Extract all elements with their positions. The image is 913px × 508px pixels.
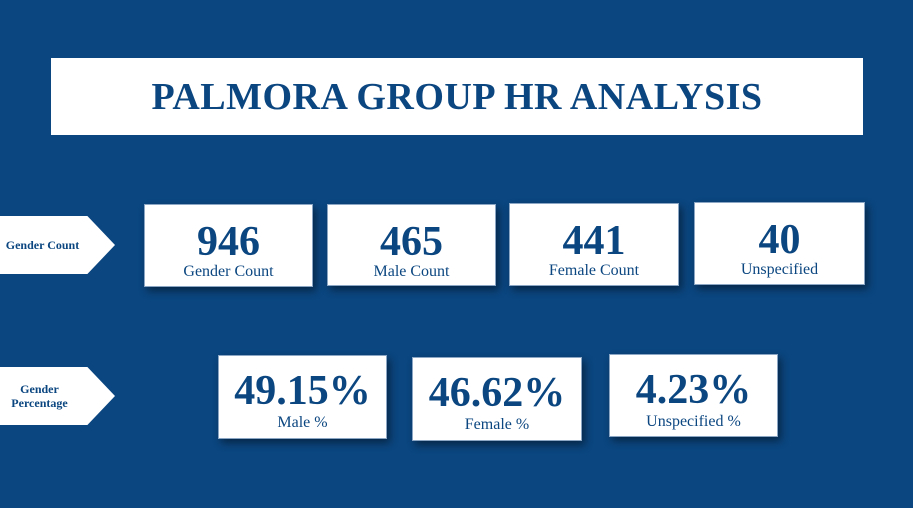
unspecified-count-label: Unspecified	[740, 261, 819, 278]
male-percent-value: 49.15%	[234, 368, 371, 414]
gender-percentage-tag-label-line2: Percentage	[11, 396, 68, 410]
female-percent-card[interactable]: 46.62% Female %	[412, 357, 582, 441]
unspecified-percent-card[interactable]: 4.23% Unspecified %	[609, 354, 778, 437]
gender-count-tag-label: Gender Count	[5, 238, 80, 252]
female-count-label: Female Count	[548, 262, 640, 279]
male-count-value: 465	[380, 219, 443, 265]
male-count-label: Male Count	[373, 263, 450, 280]
female-count-value: 441	[562, 218, 626, 264]
male-count-card[interactable]: 465 Male Count	[327, 204, 496, 286]
unspecified-percent-label: Unspecified %	[646, 413, 741, 430]
unspecified-count-value: 40	[758, 217, 801, 263]
gender-count-tag: Gender Count	[0, 216, 115, 274]
page-title: PALMORA GROUP HR ANALYSIS	[151, 75, 763, 118]
gender-count-label: Gender Count	[183, 263, 274, 280]
male-percent-label: Male %	[277, 414, 328, 431]
gender-count-card[interactable]: 946 Gender Count	[144, 204, 313, 287]
female-percent-label: Female %	[464, 416, 530, 433]
unspecified-percent-value: 4.23%	[635, 367, 752, 413]
gender-percentage-tag: Gender Percentage	[0, 367, 115, 425]
gender-percentage-tag-label-line1: Gender	[20, 382, 59, 396]
male-percent-card[interactable]: 49.15% Male %	[218, 355, 387, 439]
female-percent-value: 46.62%	[428, 370, 566, 416]
gender-count-value: 946	[197, 219, 260, 265]
title-banner: PALMORA GROUP HR ANALYSIS	[51, 58, 863, 135]
female-count-card[interactable]: 441 Female Count	[509, 203, 679, 286]
unspecified-count-card[interactable]: 40 Unspecified	[694, 202, 865, 285]
